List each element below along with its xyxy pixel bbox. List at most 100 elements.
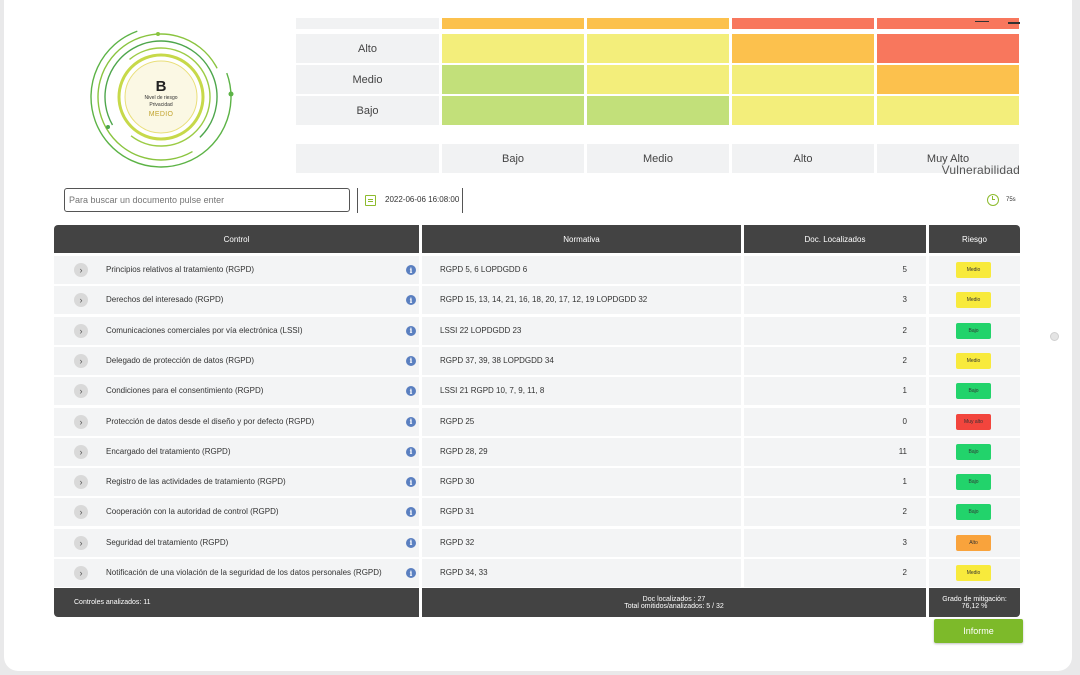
- elapsed-time: 75s: [1006, 197, 1016, 203]
- heatmap-cell[interactable]: [877, 34, 1019, 63]
- cell-divider: [741, 316, 744, 345]
- normativa-cell: RGPD 31: [440, 507, 475, 517]
- chevron-right-icon[interactable]: ›: [74, 384, 88, 399]
- divider: [462, 188, 463, 213]
- heatmap-cell[interactable]: [587, 18, 729, 29]
- gauge-title: Nivel de riesgo: [144, 95, 178, 101]
- heatmap-cell[interactable]: [877, 18, 1019, 29]
- heatmap-cell[interactable]: [732, 34, 874, 63]
- chevron-right-icon[interactable]: ›: [74, 444, 88, 459]
- heatmap-cell[interactable]: [587, 96, 729, 125]
- cell-divider: [926, 468, 929, 497]
- controls-analyzed: Controles analizados: 11: [74, 599, 151, 606]
- table-row[interactable]: › Notificación de una violación de la seg…: [54, 559, 1020, 587]
- cell-divider: [419, 468, 422, 497]
- table-row[interactable]: › Delegado de protección de datos (RGPD) i…: [54, 346, 1020, 375]
- gauge-level: MEDIO: [148, 111, 174, 118]
- info-icon[interactable]: i: [406, 295, 416, 306]
- header-normativa[interactable]: Normativa: [422, 225, 741, 253]
- chevron-right-icon[interactable]: ›: [74, 323, 88, 338]
- table-row[interactable]: › Protección de datos desde el diseño y p…: [54, 407, 1020, 436]
- info-icon[interactable]: i: [406, 325, 416, 336]
- scroll-indicator[interactable]: [1050, 332, 1059, 341]
- normativa-cell: RGPD 5, 6 LOPDGDD 6: [440, 265, 528, 274]
- chevron-right-icon[interactable]: ›: [74, 475, 88, 490]
- cell-divider: [741, 468, 744, 497]
- table-row[interactable]: › Principios relativos al tratamiento (RG…: [54, 256, 1020, 284]
- docs-count: 2: [902, 355, 907, 365]
- heatmap-cell[interactable]: [442, 96, 584, 125]
- heatmap-cell[interactable]: [732, 18, 874, 29]
- datetime-value: 2022-06-06 16:08:00: [385, 195, 460, 204]
- gauge-rings: [90, 26, 234, 168]
- info-icon[interactable]: i: [406, 355, 416, 366]
- cell-divider: [926, 498, 929, 527]
- info-icon[interactable]: i: [406, 265, 416, 275]
- info-icon[interactable]: i: [406, 477, 416, 488]
- cell-divider: [741, 407, 744, 436]
- minimize-icon[interactable]: [1008, 22, 1020, 24]
- heatmap-cell[interactable]: [587, 65, 729, 94]
- info-icon[interactable]: i: [406, 386, 416, 397]
- cell-divider: [419, 498, 422, 527]
- heatmap-row: Alto: [296, 34, 1020, 63]
- heatmap-column-label: Medio: [587, 144, 729, 173]
- gauge-labels: B Nivel de riesgo Privacidad MEDIO: [86, 22, 236, 172]
- risk-badge: Bajo: [956, 474, 991, 491]
- header-control[interactable]: Control: [54, 225, 419, 253]
- heatmap-cell[interactable]: [442, 18, 584, 29]
- table-row[interactable]: › Comunicaciones comerciales por vía elec…: [54, 316, 1020, 345]
- heatmap-cell[interactable]: [877, 96, 1019, 125]
- chevron-right-icon[interactable]: ›: [74, 263, 88, 277]
- mitigation-value: 76,12 %: [961, 602, 988, 610]
- header-riesgo[interactable]: Riesgo: [929, 225, 1020, 253]
- chevron-right-icon[interactable]: ›: [74, 293, 88, 308]
- normativa-cell: RGPD 28, 29: [440, 446, 488, 456]
- table-row[interactable]: › Derechos del interesado (RGPD) i RGPD 15,…: [54, 286, 1020, 315]
- footer-mitigation: Grado de mitigación: 76,12 %: [929, 588, 1020, 617]
- info-icon[interactable]: i: [406, 446, 416, 457]
- table-row[interactable]: › Condiciones para el consentimiento (RGP…: [54, 377, 1020, 406]
- chevron-right-icon[interactable]: ›: [74, 505, 88, 520]
- docs-count: 1: [902, 477, 907, 487]
- top-right-icon[interactable]: [975, 18, 989, 22]
- cell-divider: [926, 256, 929, 284]
- header-doc-localizados[interactable]: Doc. Localizados: [744, 225, 926, 253]
- normativa-cell: LSSI 21 RGPD 10, 7, 9, 11, 8: [440, 386, 545, 396]
- heatmap-row-label: Medio: [296, 65, 439, 94]
- cell-divider: [926, 286, 929, 315]
- table-row[interactable]: › Encargado del tratamiento (RGPD) i RGPD 2…: [54, 437, 1020, 466]
- heatmap-column-label: Bajo: [442, 144, 584, 173]
- table-row[interactable]: › Registro de las actividades de tratamie…: [54, 468, 1020, 497]
- control-name: Encargado del tratamiento (RGPD): [106, 446, 231, 456]
- control-name: Seguridad del tratamiento (RGPD): [106, 537, 229, 547]
- chevron-right-icon[interactable]: ›: [74, 353, 88, 368]
- heatmap-cell[interactable]: [732, 96, 874, 125]
- info-icon[interactable]: i: [406, 568, 416, 578]
- control-name: Protección de datos desde el diseño y po…: [106, 416, 315, 426]
- heatmap-cell[interactable]: [587, 34, 729, 63]
- heatmap-cell[interactable]: [877, 65, 1019, 94]
- calendar-icon[interactable]: [365, 195, 376, 206]
- chevron-right-icon[interactable]: ›: [74, 566, 88, 580]
- heatmap-cell[interactable]: [442, 65, 584, 94]
- info-icon[interactable]: i: [406, 507, 416, 518]
- control-name: Comunicaciones comerciales por vía elect…: [106, 325, 303, 335]
- report-button[interactable]: Informe: [934, 619, 1023, 643]
- heatmap-cell[interactable]: [732, 65, 874, 94]
- table-row[interactable]: › Seguridad del tratamiento (RGPD) i RGPD 3…: [54, 528, 1020, 557]
- cell-divider: [419, 256, 422, 284]
- cell-divider: [419, 316, 422, 345]
- cell-divider: [419, 559, 422, 587]
- cell-divider: [926, 559, 929, 587]
- search-input[interactable]: [64, 188, 350, 212]
- info-icon[interactable]: i: [406, 416, 416, 427]
- chevron-right-icon[interactable]: ›: [74, 535, 88, 550]
- info-icon[interactable]: i: [406, 537, 416, 548]
- footer-totals: Doc localizados : 27 Total omitidos/anal…: [422, 588, 926, 617]
- cell-divider: [926, 407, 929, 436]
- heatmap-cell[interactable]: [442, 34, 584, 63]
- cell-divider: [741, 377, 744, 406]
- chevron-right-icon[interactable]: ›: [74, 414, 88, 429]
- table-row[interactable]: › Cooperación con la autoridad de control…: [54, 498, 1020, 527]
